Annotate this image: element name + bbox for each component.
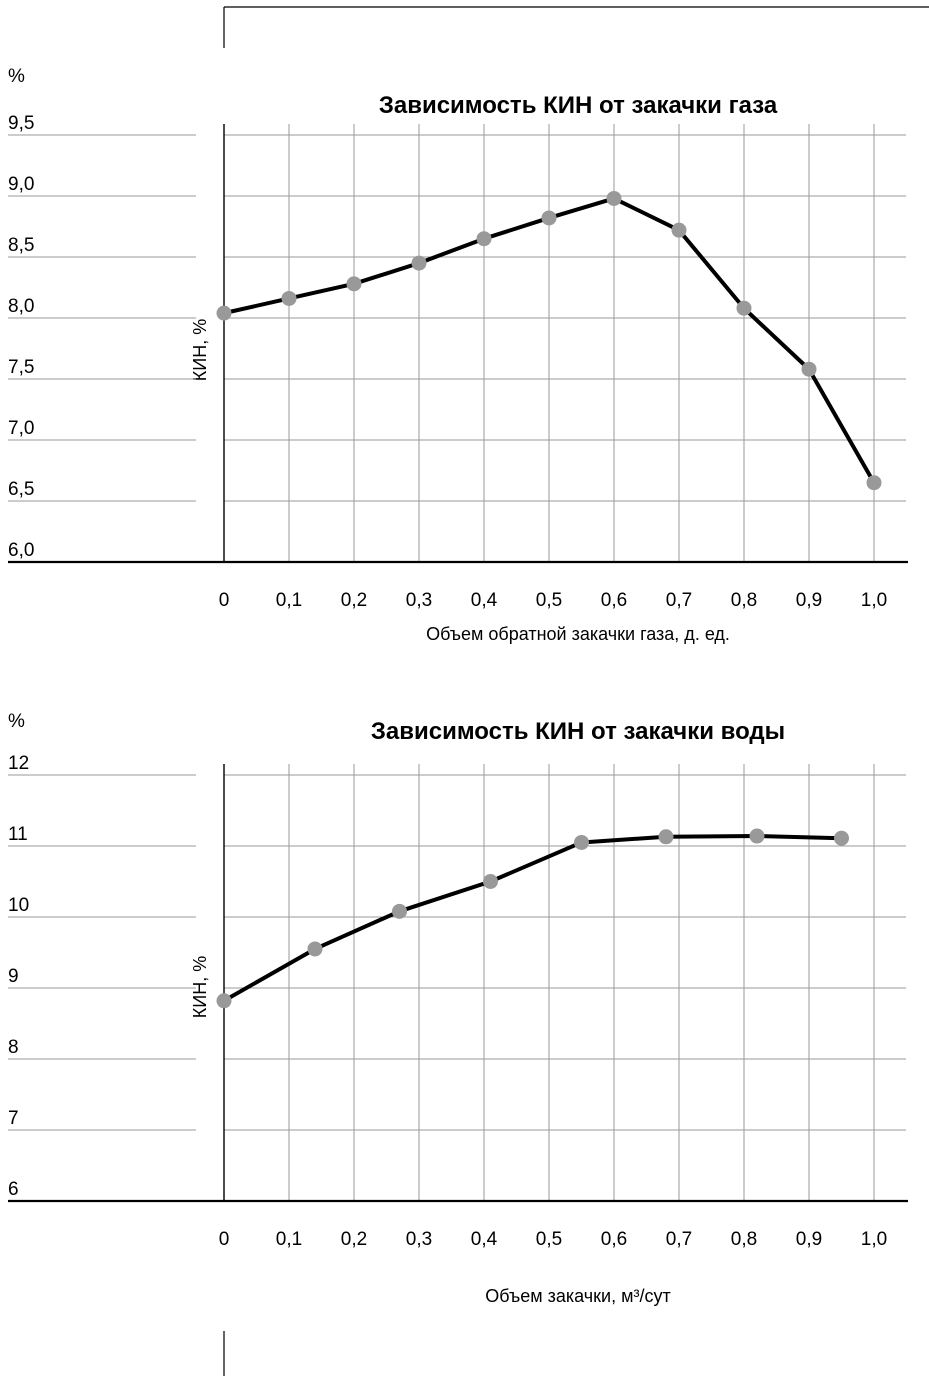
- data-point: [281, 290, 297, 306]
- y-tick-label: 9: [8, 966, 19, 987]
- x-axis-label: Объем обратной закачки газа, д. ед.: [426, 624, 730, 644]
- x-tick-label: 0,4: [471, 1229, 498, 1250]
- data-point: [216, 305, 232, 321]
- axes: [8, 124, 908, 564]
- chart-title: Зависимость КИН от закачки газа: [379, 92, 778, 119]
- x-tick-label: 0: [219, 1229, 230, 1250]
- data-point: [801, 361, 817, 377]
- data-point: [216, 993, 232, 1009]
- x-tick-label: 0,3: [406, 1229, 432, 1250]
- data-point: [483, 874, 498, 889]
- y-axis-label: КИН, %: [190, 319, 210, 381]
- axes: [8, 764, 908, 1203]
- data-point: [749, 828, 765, 844]
- x-gridlines: [288, 124, 875, 562]
- chart-water-injection: Зависимость КИН от закачки воды % КИН, %…: [8, 711, 908, 1306]
- x-tick-label: 0,9: [796, 1229, 822, 1250]
- data-point: [834, 830, 849, 846]
- y-tick-label: 7,0: [8, 418, 34, 439]
- chart-gas-injection: Зависимость КИН от закачки газа % КИН, %…: [8, 66, 908, 644]
- x-tick-label: 0,9: [796, 590, 822, 611]
- data-point: [346, 276, 362, 292]
- x-tick-label: 1,0: [861, 1229, 887, 1250]
- x-tick-label: 1,0: [861, 590, 887, 611]
- y-tick-label: 9,0: [8, 174, 34, 195]
- y-tick-label: 6,5: [8, 479, 34, 500]
- data-point: [574, 834, 589, 850]
- x-tick-label: 0,8: [731, 590, 757, 611]
- chart-title: Зависимость КИН от закачки воды: [371, 718, 785, 745]
- series: [216, 828, 849, 1009]
- y-tick-label: 8,0: [8, 296, 34, 317]
- y-tick-label: 7: [8, 1108, 19, 1129]
- x-tick-labels: 0 0,1 0,2 0,3 0,4 0,5 0,6 0,7 0,8 0,9 1,0: [219, 1229, 888, 1250]
- y-tick-label: 12: [8, 753, 29, 774]
- y-unit-label: %: [8, 711, 25, 732]
- series-line: [223, 834, 842, 1003]
- data-point: [658, 829, 674, 845]
- y-tick-label: 10: [8, 895, 29, 916]
- y-axis-label: КИН, %: [190, 956, 210, 1018]
- x-tick-label: 0,6: [601, 1229, 627, 1250]
- y-tick-labels: 6 7 8 9 10 11 12: [8, 753, 29, 1200]
- data-point: [541, 210, 557, 226]
- y-tick-label: 7,5: [8, 357, 34, 378]
- x-tick-label: 0,3: [406, 590, 432, 611]
- x-tick-label: 0,8: [731, 1229, 757, 1250]
- data-point: [307, 941, 323, 957]
- x-tick-label: 0,2: [341, 590, 367, 611]
- y-tick-label: 8: [8, 1037, 19, 1058]
- x-tick-label: 0,4: [471, 590, 498, 611]
- x-tick-label: 0,7: [666, 590, 692, 611]
- x-tick-label: 0,2: [341, 1229, 367, 1250]
- x-tick-label: 0,1: [276, 1229, 302, 1250]
- data-point: [392, 903, 407, 919]
- series: [216, 190, 882, 491]
- data-point: [476, 231, 492, 247]
- x-tick-labels: 0 0,1 0,2 0,3 0,4 0,5 0,6 0,7 0,8 0,9 1,0: [219, 590, 888, 611]
- x-tick-label: 0,5: [536, 590, 562, 611]
- x-tick-label: 0: [219, 590, 230, 611]
- y-unit-label: %: [8, 66, 25, 87]
- x-tick-label: 0,1: [276, 590, 302, 611]
- y-tick-labels: 6,0 6,5 7,0 7,5 8,0 8,5 9,0 9,5: [8, 113, 34, 561]
- y-tick-label: 8,5: [8, 235, 34, 256]
- x-tick-label: 0,7: [666, 1229, 692, 1250]
- x-tick-label: 0,5: [536, 1229, 562, 1250]
- y-tick-label: 9,5: [8, 113, 34, 134]
- x-tick-label: 0,6: [601, 590, 627, 611]
- y-tick-label: 6: [8, 1179, 19, 1200]
- data-point: [866, 475, 882, 491]
- data-point: [606, 190, 622, 206]
- data-point: [411, 255, 427, 271]
- data-point: [671, 222, 687, 238]
- y-gridlines: [8, 774, 906, 1131]
- y-tick-label: 6,0: [8, 540, 34, 561]
- x-axis-label: Объем закачки, м³/сут: [485, 1286, 670, 1306]
- y-gridlines: [8, 134, 906, 502]
- data-point: [736, 300, 752, 316]
- y-tick-label: 11: [8, 824, 28, 845]
- x-gridlines: [288, 764, 875, 1201]
